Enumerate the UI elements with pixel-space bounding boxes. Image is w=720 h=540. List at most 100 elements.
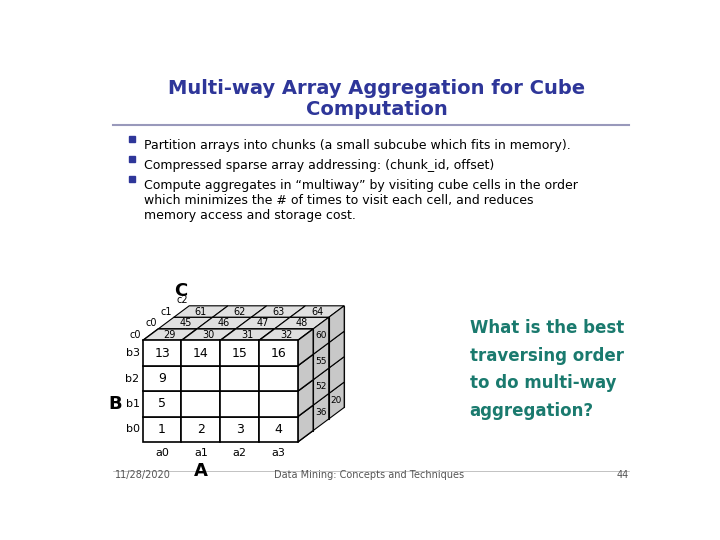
Text: 11/28/2020: 11/28/2020 [114,470,171,480]
Bar [174,394,212,419]
Bar [158,405,197,430]
Polygon shape [197,318,251,329]
Polygon shape [181,329,235,340]
Text: 46: 46 [218,318,230,328]
Polygon shape [297,380,313,417]
Polygon shape [259,329,313,340]
Text: 55: 55 [315,357,327,366]
Polygon shape [274,318,329,329]
Bar [174,318,212,343]
Bar [266,306,305,331]
Text: 2: 2 [197,423,204,436]
Polygon shape [297,329,313,366]
Text: 29: 29 [163,330,176,340]
Bar [228,382,266,408]
Text: 61: 61 [194,307,207,316]
Polygon shape [212,306,266,318]
Bar [158,354,197,380]
Bar [274,329,313,354]
Polygon shape [297,354,313,392]
Bar [158,380,197,405]
Text: 63: 63 [272,307,284,316]
Bar [197,329,235,354]
Polygon shape [297,329,313,366]
Bar [274,380,313,405]
Text: 13: 13 [154,347,170,360]
Text: Partition arrays into chunks (a small subcube which fits in memory).: Partition arrays into chunks (a small su… [144,139,571,152]
Bar [212,368,251,394]
Bar [266,331,305,356]
Bar [197,380,235,405]
Text: 64: 64 [311,307,323,316]
Polygon shape [313,343,329,380]
Text: 14: 14 [193,347,209,360]
Text: 52: 52 [315,382,327,391]
Text: 15: 15 [232,347,248,360]
Text: Compute aggregates in “multiway” by visiting cube cells in the order
which minim: Compute aggregates in “multiway” by visi… [144,179,578,222]
Text: 16: 16 [271,347,287,360]
Bar [235,329,274,354]
Polygon shape [329,331,344,368]
Bar [129,156,135,162]
Bar [212,343,251,368]
Text: 36: 36 [315,408,327,416]
Bar [181,417,220,442]
Text: Compressed sparse array addressing: (chunk_id, offset): Compressed sparse array addressing: (chu… [144,159,495,172]
Bar [220,366,259,391]
Text: Data Mining: Concepts and Techniques: Data Mining: Concepts and Techniques [274,470,464,480]
Bar [228,306,266,331]
Text: b0: b0 [125,424,140,434]
Text: 3: 3 [235,423,243,436]
Bar [259,366,297,391]
Bar [174,343,212,368]
Text: 47: 47 [256,318,269,328]
Text: b2: b2 [125,374,140,383]
Polygon shape [297,380,313,417]
Bar [290,394,329,419]
Bar [259,340,297,366]
Bar [235,354,274,380]
Bar [290,318,329,343]
Bar [259,392,297,417]
Text: 60: 60 [315,332,327,340]
Bar [212,318,251,343]
Bar [143,366,181,391]
Text: 31: 31 [241,330,253,340]
Text: a0: a0 [155,448,169,458]
Bar [251,318,290,343]
Text: 48: 48 [295,318,307,328]
Bar [235,405,274,430]
Polygon shape [220,329,274,340]
Polygon shape [158,318,212,329]
Text: c1: c1 [161,307,172,316]
Polygon shape [290,306,344,318]
Bar [143,340,181,366]
Polygon shape [329,356,344,394]
Text: c2: c2 [176,295,188,305]
Bar [266,382,305,408]
Text: a3: a3 [271,448,285,458]
Bar [189,382,228,408]
Text: 32: 32 [280,330,292,340]
Bar [189,331,228,356]
Bar [220,392,259,417]
Polygon shape [235,318,290,329]
Text: b3: b3 [125,348,140,358]
Text: 20: 20 [330,396,342,405]
Text: 44: 44 [616,470,629,480]
Text: 62: 62 [233,307,246,316]
Bar [305,331,344,356]
Text: 5: 5 [158,397,166,410]
Bar [228,356,266,382]
Bar [235,380,274,405]
Text: 30: 30 [202,330,215,340]
Bar [251,394,290,419]
Polygon shape [313,394,329,430]
Polygon shape [297,405,313,442]
Text: 45: 45 [179,318,192,328]
Bar [158,329,197,354]
Bar [305,306,344,331]
Text: 1: 1 [158,423,166,436]
Polygon shape [297,354,313,392]
Text: c0: c0 [130,330,141,340]
